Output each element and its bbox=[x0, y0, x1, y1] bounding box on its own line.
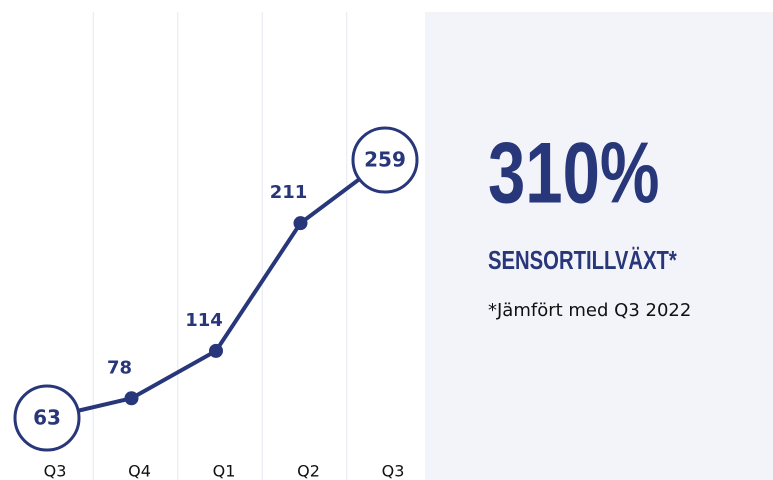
end-marker bbox=[351, 126, 419, 194]
value-label: 114 bbox=[185, 310, 223, 331]
value-label: 211 bbox=[270, 182, 308, 203]
line bbox=[46, 158, 387, 420]
value-label: 259 bbox=[364, 148, 406, 172]
x-tick-label: Q3 bbox=[44, 462, 67, 480]
x-tick-label: Q2 bbox=[297, 462, 320, 480]
panel-background bbox=[425, 12, 773, 480]
x-tick-label: Q4 bbox=[128, 462, 151, 480]
value-label: 78 bbox=[107, 357, 132, 378]
x-tick-label: Q3 bbox=[382, 462, 405, 480]
subtitle: SENSORTILLVÄXT* bbox=[488, 245, 678, 274]
note: *Jämfört med Q3 2022 bbox=[488, 300, 691, 321]
x-tick-label: Q1 bbox=[213, 462, 236, 480]
headline-group: 310% bbox=[488, 126, 660, 222]
point bbox=[124, 391, 139, 406]
point bbox=[209, 343, 223, 358]
subtitle-group: SENSORTILLVÄXT* bbox=[488, 245, 678, 274]
point bbox=[293, 216, 308, 231]
end-marker bbox=[13, 384, 81, 452]
headline: 310% bbox=[488, 126, 660, 222]
value-label: 63 bbox=[33, 406, 61, 430]
